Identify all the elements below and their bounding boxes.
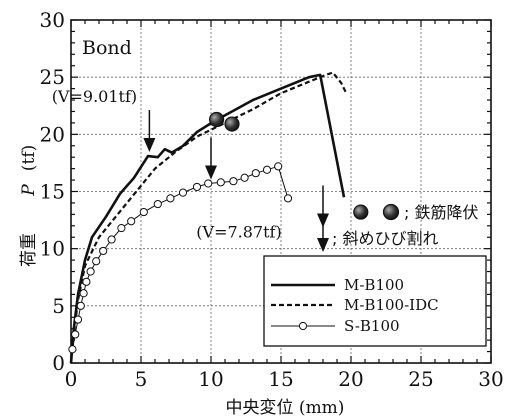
- crack-arrow-label: (V=7.87tf): [196, 222, 281, 241]
- x-tick-label: 15: [268, 367, 293, 391]
- data-point: [79, 289, 88, 298]
- data-point: [178, 188, 188, 197]
- arrow-layer: (V=9.01tf) (V=7.87tf): [52, 87, 329, 241]
- y-axis-title-unit: (tf): [19, 145, 39, 171]
- data-point: [92, 257, 101, 266]
- yield-marker: [224, 116, 240, 132]
- legend-box: [263, 255, 487, 347]
- x-tick-label: 25: [408, 367, 433, 391]
- data-point: [127, 217, 136, 226]
- data-point: [99, 246, 108, 256]
- data-point: [192, 182, 202, 192]
- x-tick-label: 30: [478, 367, 503, 391]
- y-axis-title: 荷重 P (tf): [19, 145, 39, 267]
- crack-key-arrow-head: [317, 238, 329, 252]
- data-point: [229, 177, 238, 186]
- data-point: [153, 199, 162, 209]
- data-point: [166, 194, 175, 203]
- series-line-m-b100: [69, 73, 346, 364]
- x-tick-label: 0: [65, 367, 78, 391]
- data-point: [68, 345, 77, 354]
- legend-label-s-b100: S-B100: [344, 317, 400, 335]
- legend-swatch-s-b100-marker: [298, 321, 308, 331]
- yield-marker: [353, 204, 369, 220]
- crack-arrow-label: (V=9.01tf): [52, 87, 137, 106]
- data-point: [262, 165, 272, 174]
- data-point: [107, 235, 116, 244]
- crack-arrow-head: [205, 165, 217, 180]
- crack-arrow-head: [143, 138, 156, 153]
- legend: M-B100 M-B100-IDC S-B100: [263, 255, 487, 347]
- y-tick-label: 20: [40, 122, 65, 146]
- data-point: [73, 315, 83, 324]
- yield-key-label: ; 鉄筋降伏: [404, 203, 478, 222]
- series-layer: [68, 71, 348, 364]
- y-tick-label: 0: [52, 351, 65, 375]
- data-point: [117, 223, 126, 233]
- crack-arrow-head: [317, 213, 329, 228]
- y-tick-labels: 0 5 10 15 20 25 30: [40, 8, 65, 375]
- y-axis-title-variable: P: [19, 184, 39, 197]
- yield-marker: [209, 111, 225, 128]
- y-tick-label: 25: [40, 65, 65, 89]
- data-point: [283, 194, 293, 203]
- y-tick-label: 30: [40, 8, 65, 32]
- data-point: [274, 162, 283, 171]
- x-tick-label: 5: [135, 367, 148, 391]
- legend-label-m-b100: M-B100: [344, 276, 404, 294]
- x-tick-labels: 0 5 10 15 20 25 30: [65, 367, 504, 391]
- y-tick-label: 10: [40, 237, 65, 261]
- legend-label-m-b100-idc: M-B100-IDC: [344, 296, 439, 314]
- x-tick-label: 10: [198, 367, 223, 391]
- x-axis-title: 中央変位 (mm): [226, 398, 345, 417]
- chart-title: Bond: [82, 37, 132, 59]
- series-line-m-b100-idc: [69, 71, 348, 364]
- data-point: [251, 169, 260, 178]
- data-point: [216, 178, 225, 187]
- data-point: [204, 179, 213, 188]
- y-tick-label: 15: [40, 180, 65, 204]
- y-axis-title-main: 荷重: [19, 233, 39, 267]
- crack-key-label: ; 斜めひび割れ: [332, 229, 438, 248]
- data-point: [82, 277, 91, 286]
- x-tick-label: 20: [338, 367, 363, 391]
- data-point: [71, 330, 80, 339]
- series-line-s-b100: [70, 165, 289, 364]
- yield-marker-layer: [209, 111, 369, 220]
- data-point: [240, 173, 249, 182]
- data-point: [76, 301, 85, 310]
- yield-key-marker: [382, 203, 400, 221]
- data-point: [86, 267, 95, 276]
- y-tick-label: 5: [52, 294, 65, 318]
- data-point: [139, 207, 148, 217]
